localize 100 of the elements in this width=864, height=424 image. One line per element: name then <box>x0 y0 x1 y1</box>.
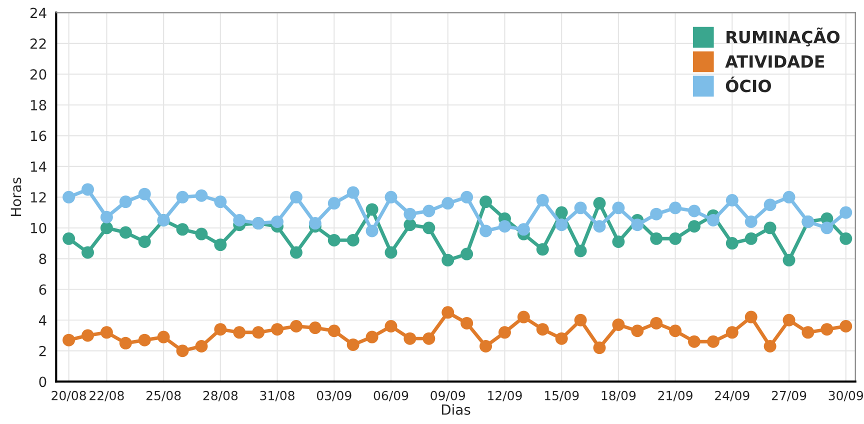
x-tick-label: 12/09 <box>488 390 522 402</box>
point <box>422 222 436 234</box>
y-tick-label: 14 <box>30 162 46 172</box>
point <box>498 326 511 339</box>
point <box>593 220 606 233</box>
point <box>233 326 246 339</box>
x-tick-label: 28/08 <box>203 390 238 402</box>
point <box>62 232 76 245</box>
point <box>308 217 322 230</box>
point <box>100 222 113 234</box>
x-tick-label: 15/09 <box>544 390 579 402</box>
legend-label: ÓCIO <box>726 76 771 92</box>
point <box>726 326 738 339</box>
y-tick-label: 10 <box>30 222 46 234</box>
y-tick-label: 22 <box>30 38 46 49</box>
point <box>346 186 360 199</box>
point <box>612 202 625 214</box>
point <box>460 190 474 204</box>
point <box>744 216 758 228</box>
x-tick-label: 24/09 <box>715 390 750 402</box>
y-tick-label: 0 <box>39 376 46 388</box>
point <box>271 216 284 228</box>
x-tick-label: 21/09 <box>658 390 692 402</box>
point <box>404 332 416 345</box>
y-axis-title: Horas <box>10 178 22 216</box>
point <box>442 306 454 319</box>
point <box>366 330 378 344</box>
y-tick-label: 4 <box>38 315 46 326</box>
point <box>82 246 94 259</box>
x-tick-label: 22/08 <box>90 390 124 402</box>
point <box>555 218 568 232</box>
point <box>176 190 189 204</box>
point <box>574 244 587 258</box>
point <box>290 246 302 259</box>
x-axis-title: Dias <box>442 404 470 415</box>
point <box>650 316 663 330</box>
point <box>480 340 492 352</box>
x-tick-label: 27/09 <box>772 390 806 402</box>
point <box>119 336 132 350</box>
point <box>555 332 568 345</box>
point <box>100 326 113 339</box>
point <box>631 218 644 232</box>
point <box>328 234 340 246</box>
x-tick-label: 06/09 <box>374 390 408 402</box>
point <box>706 335 720 348</box>
point <box>195 228 208 240</box>
point <box>820 323 834 336</box>
point <box>195 340 208 352</box>
point <box>100 210 113 224</box>
point <box>593 342 606 354</box>
x-tick-label: 31/08 <box>260 390 294 402</box>
point <box>138 235 151 248</box>
point <box>460 248 474 260</box>
legend-label: ATIVIDADE <box>725 55 824 68</box>
y-tick-label: 12 <box>30 192 46 202</box>
point <box>782 254 796 266</box>
point <box>669 202 682 214</box>
x-tick-label: 03/09 <box>316 390 352 402</box>
point <box>650 232 663 245</box>
point <box>688 335 701 348</box>
x-tick-label: 25/08 <box>146 390 181 402</box>
point <box>62 190 76 204</box>
point <box>233 214 246 226</box>
point <box>555 206 568 219</box>
point <box>744 310 758 324</box>
y-tick-label: 2 <box>39 346 46 356</box>
point <box>422 204 436 218</box>
point <box>195 189 208 202</box>
point <box>688 220 701 233</box>
x-tick-label: 30/09 <box>828 390 864 402</box>
point <box>62 334 76 346</box>
point <box>782 190 796 204</box>
point <box>669 232 682 245</box>
point <box>404 208 416 220</box>
point <box>536 194 549 206</box>
point <box>404 218 416 232</box>
point <box>119 226 132 239</box>
point <box>252 326 265 339</box>
point <box>706 214 720 226</box>
point <box>480 196 492 208</box>
point <box>442 254 454 266</box>
point <box>214 196 227 208</box>
point <box>744 232 758 245</box>
point <box>176 344 189 358</box>
y-tick-label: 18 <box>30 100 46 110</box>
x-tick-label: 18/09 <box>602 390 636 402</box>
point <box>442 197 454 210</box>
y-tick-label: 8 <box>39 254 46 264</box>
point <box>422 332 436 345</box>
point <box>650 208 663 220</box>
point <box>802 326 814 339</box>
point <box>138 188 151 200</box>
point <box>688 204 701 218</box>
point <box>840 320 852 333</box>
point <box>631 324 644 338</box>
point <box>384 246 398 259</box>
point <box>764 198 776 212</box>
point <box>498 220 511 233</box>
point <box>271 323 284 336</box>
point <box>840 232 852 245</box>
